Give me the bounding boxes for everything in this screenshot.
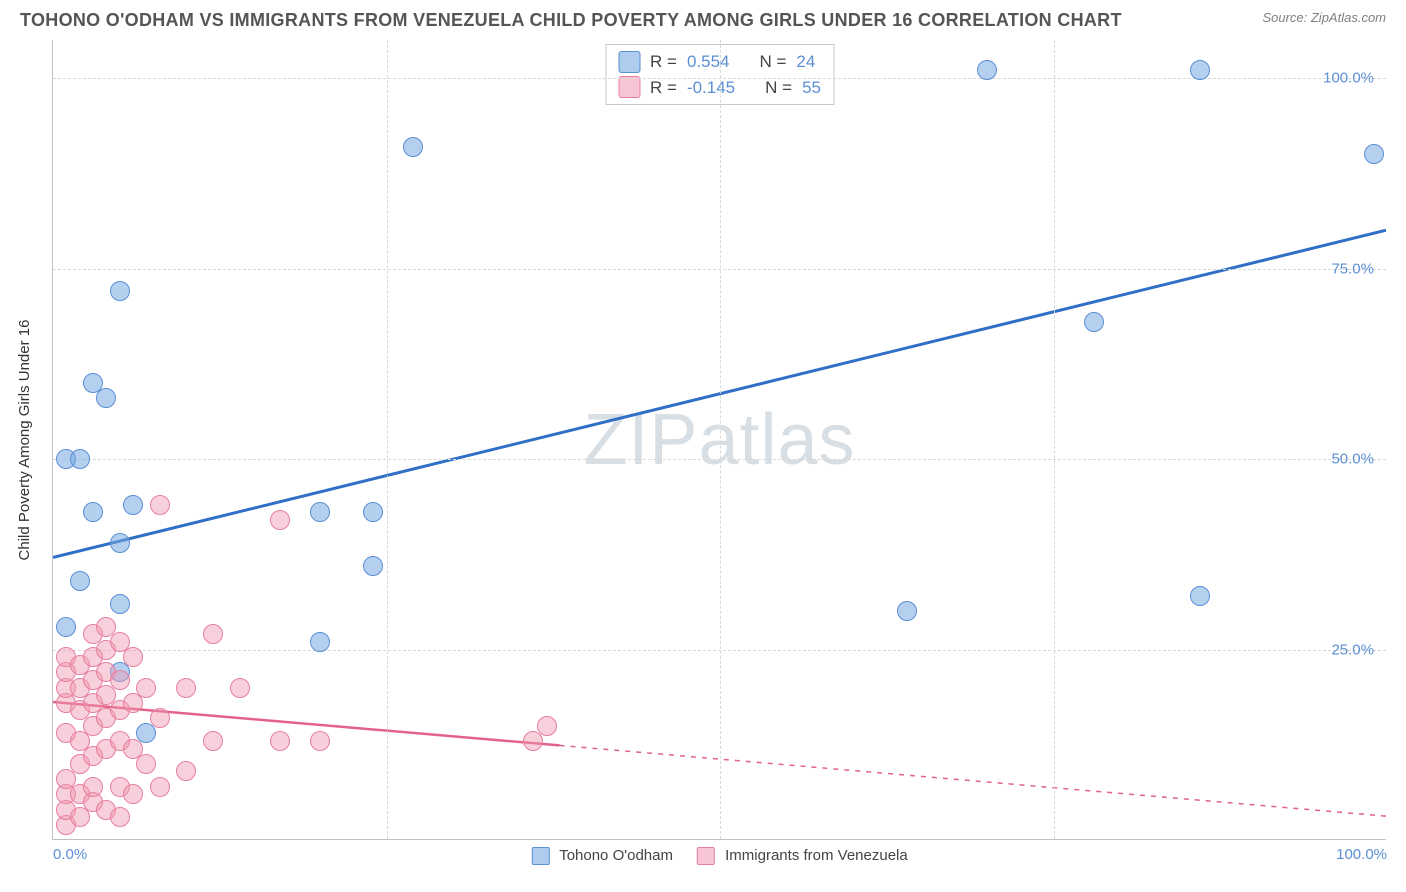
scatter-point	[136, 754, 156, 774]
scatter-point	[363, 502, 383, 522]
y-axis-label: Child Poverty Among Girls Under 16	[16, 320, 33, 561]
legend-r-label: R =	[650, 49, 677, 75]
scatter-chart: ZIPatlas R = 0.554 N = 24 R = -0.145 N =…	[52, 40, 1386, 840]
scatter-point	[56, 617, 76, 637]
scatter-point	[310, 502, 330, 522]
scatter-point	[176, 678, 196, 698]
y-tick-label: 50.0%	[1331, 451, 1374, 468]
scatter-point	[110, 533, 130, 553]
legend-swatch-blue	[531, 847, 549, 865]
scatter-point	[1190, 60, 1210, 80]
source-attribution: Source: ZipAtlas.com	[1262, 10, 1386, 25]
scatter-point	[123, 784, 143, 804]
legend-item: Immigrants from Venezuela	[697, 847, 908, 865]
scatter-point	[270, 731, 290, 751]
watermark-bold: ZIP	[583, 400, 698, 480]
legend-swatch-pink	[618, 76, 640, 98]
y-tick-label: 75.0%	[1331, 260, 1374, 277]
scatter-point	[176, 761, 196, 781]
chart-title: TOHONO O'ODHAM VS IMMIGRANTS FROM VENEZU…	[20, 10, 1122, 31]
gridline-vertical	[1054, 40, 1055, 839]
x-tick-label: 0.0%	[53, 846, 87, 863]
scatter-point	[403, 137, 423, 157]
scatter-point	[203, 731, 223, 751]
scatter-point	[110, 807, 130, 827]
scatter-point	[123, 647, 143, 667]
series-legend: Tohono O'odham Immigrants from Venezuela	[531, 847, 907, 865]
scatter-point	[537, 716, 557, 736]
watermark-light: atlas	[698, 400, 855, 480]
scatter-point	[123, 495, 143, 515]
scatter-point	[203, 624, 223, 644]
scatter-point	[897, 601, 917, 621]
legend-swatch-pink	[697, 847, 715, 865]
scatter-point	[110, 670, 130, 690]
scatter-point	[136, 678, 156, 698]
scatter-point	[270, 510, 290, 530]
y-tick-label: 25.0%	[1331, 641, 1374, 658]
x-tick-label: 100.0%	[1336, 846, 1387, 863]
scatter-point	[310, 731, 330, 751]
scatter-point	[1190, 586, 1210, 606]
trendline-dashed	[560, 745, 1386, 816]
scatter-point	[310, 632, 330, 652]
legend-n-value: 24	[796, 49, 815, 75]
scatter-point	[150, 495, 170, 515]
scatter-point	[110, 594, 130, 614]
scatter-point	[363, 556, 383, 576]
scatter-point	[70, 571, 90, 591]
scatter-point	[230, 678, 250, 698]
legend-label: Tohono O'odham	[559, 847, 673, 864]
scatter-point	[96, 388, 116, 408]
scatter-point	[110, 281, 130, 301]
header-bar: TOHONO O'ODHAM VS IMMIGRANTS FROM VENEZU…	[0, 0, 1406, 31]
legend-swatch-blue	[618, 51, 640, 73]
scatter-point	[1084, 312, 1104, 332]
scatter-point	[150, 708, 170, 728]
legend-n-label: N =	[759, 49, 786, 75]
scatter-point	[70, 449, 90, 469]
scatter-point	[150, 777, 170, 797]
scatter-point	[977, 60, 997, 80]
legend-label: Immigrants from Venezuela	[725, 847, 908, 864]
scatter-point	[1364, 144, 1384, 164]
scatter-point	[83, 502, 103, 522]
scatter-point	[83, 777, 103, 797]
y-tick-label: 100.0%	[1323, 70, 1374, 87]
legend-item: Tohono O'odham	[531, 847, 673, 865]
legend-r-value: 0.554	[687, 49, 730, 75]
gridline-vertical	[387, 40, 388, 839]
gridline-vertical	[720, 40, 721, 839]
